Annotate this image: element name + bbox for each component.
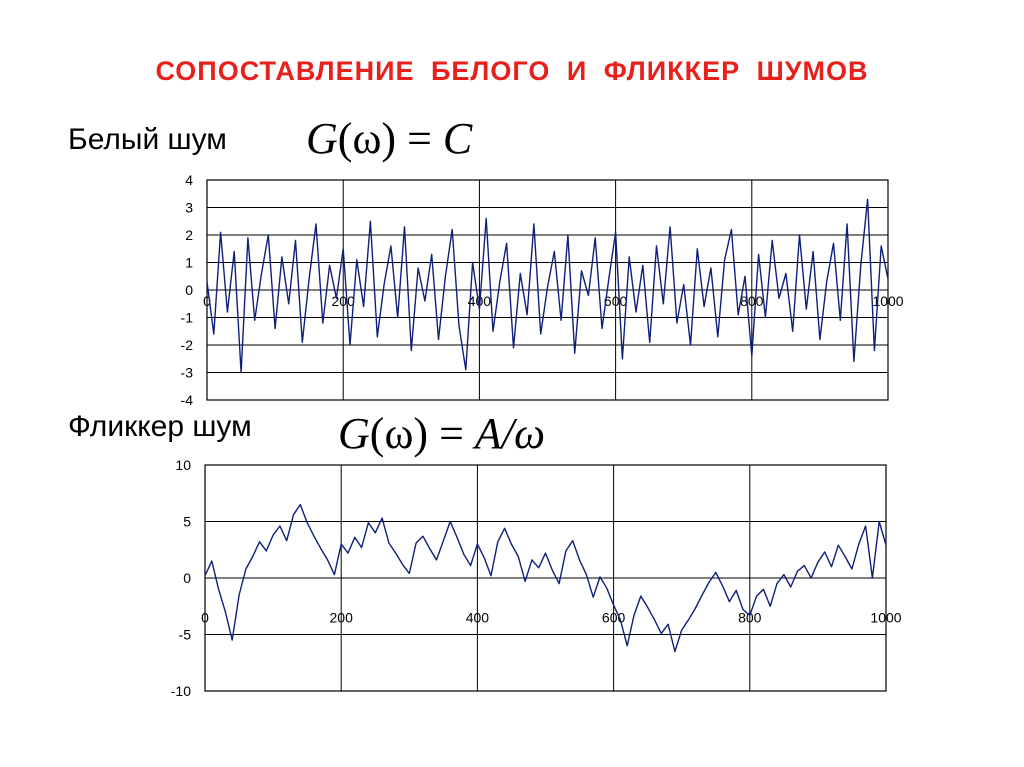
white-noise-x-tick-label: 600 — [604, 293, 628, 309]
white-noise-y-tick-label: -4 — [181, 392, 194, 408]
white-noise-formula: G(ω) = C — [306, 113, 472, 164]
formula-paren-open: ( — [337, 114, 353, 163]
flicker-noise-x-tick-label: 600 — [602, 609, 626, 625]
formula-paren-open: ( — [369, 409, 385, 458]
formula-arg: ω — [352, 114, 382, 163]
white-noise-y-tick-label: 1 — [185, 255, 193, 271]
white-noise-x-tick-label: 800 — [740, 293, 764, 309]
flicker-noise-x-tick-label: 1000 — [870, 609, 901, 625]
formula-rhs: C — [442, 114, 473, 163]
slide-title: СОПОСТАВЛЕНИЕ БЕЛОГО И ФЛИККЕР ШУМОВ — [155, 56, 869, 86]
formula-lhs: G — [306, 114, 338, 163]
formula-equals: = — [396, 114, 443, 163]
white-noise-y-tick-label: 3 — [185, 200, 193, 216]
white-noise-y-tick-label: -2 — [181, 337, 194, 353]
formula-rhs: A/ω — [474, 409, 546, 458]
white-noise-y-tick-label: 2 — [185, 227, 193, 243]
flicker-noise-x-tick-label: 800 — [738, 609, 762, 625]
white-noise-y-tick-label: 0 — [185, 282, 193, 298]
flicker-noise-label: Фликкер шум — [68, 410, 252, 443]
white-noise-y-tick-label: -1 — [181, 310, 194, 326]
flicker-noise-x-tick-label: 0 — [201, 609, 209, 625]
white-noise-y-tick-label: 4 — [185, 172, 193, 188]
white-noise-label: Белый шум — [68, 123, 227, 156]
flicker-noise-formula: G(ω) = A/ω — [338, 408, 545, 459]
formula-paren-close: ) — [381, 114, 397, 163]
white-noise-series-line — [206, 198, 889, 374]
flicker-noise-y-tick-label: -10 — [171, 683, 191, 699]
white-noise-y-tick-label: -3 — [181, 365, 194, 381]
flicker-noise-x-tick-label: 200 — [330, 609, 354, 625]
flicker-noise-x-tick-label: 400 — [466, 609, 490, 625]
flicker-noise-y-tick-label: 0 — [183, 570, 191, 586]
flicker-noise-y-tick-label: -5 — [179, 627, 192, 643]
formula-arg: ω — [384, 409, 414, 458]
formula-paren-close: ) — [413, 409, 429, 458]
flicker-noise-y-tick-label: 5 — [183, 514, 191, 530]
flicker-noise-y-tick-label: 10 — [175, 457, 191, 473]
formula-lhs: G — [338, 409, 370, 458]
flicker-noise-series-line — [204, 503, 887, 653]
formula-equals: = — [428, 409, 475, 458]
white-noise-x-tick-label: 200 — [332, 293, 356, 309]
white-noise-x-tick-label: 1000 — [872, 293, 903, 309]
white-noise-x-tick-label: 0 — [203, 293, 211, 309]
